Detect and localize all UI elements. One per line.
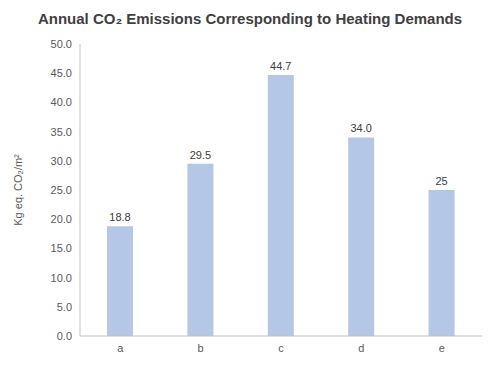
svg-text:a: a (117, 342, 124, 354)
svg-text:18.8: 18.8 (109, 211, 130, 223)
html-text:Annual CO₂ Emissions Correspon: Annual CO₂ Emissions Corresponding to He… (37, 10, 463, 27)
svg-text:25.0: 25.0 (51, 184, 72, 196)
svg-text:5.0: 5.0 (57, 301, 72, 313)
svg-text:15.0: 15.0 (51, 242, 72, 254)
svg-text:34.0: 34.0 (350, 122, 371, 134)
svg-text:44.7: 44.7 (270, 60, 291, 72)
svg-text:0.0: 0.0 (57, 330, 72, 342)
svg-text:25: 25 (435, 175, 447, 187)
svg-text:29.5: 29.5 (190, 149, 211, 161)
svg-text:c: c (278, 342, 284, 354)
svg-text:40.0: 40.0 (51, 96, 72, 108)
svg-text:d: d (358, 342, 364, 354)
svg-text:e: e (439, 342, 445, 354)
svg-text:45.0: 45.0 (51, 67, 72, 79)
svg-text:35.0: 35.0 (51, 126, 72, 138)
svg-text:50.0: 50.0 (51, 38, 72, 50)
svg-text:Kg eq. CO₂/m²: Kg eq. CO₂/m² (12, 154, 24, 226)
svg-text:10.0: 10.0 (51, 272, 72, 284)
svg-text:20.0: 20.0 (51, 213, 72, 225)
svg-text:b: b (198, 342, 204, 354)
svg-text:30.0: 30.0 (51, 155, 72, 167)
